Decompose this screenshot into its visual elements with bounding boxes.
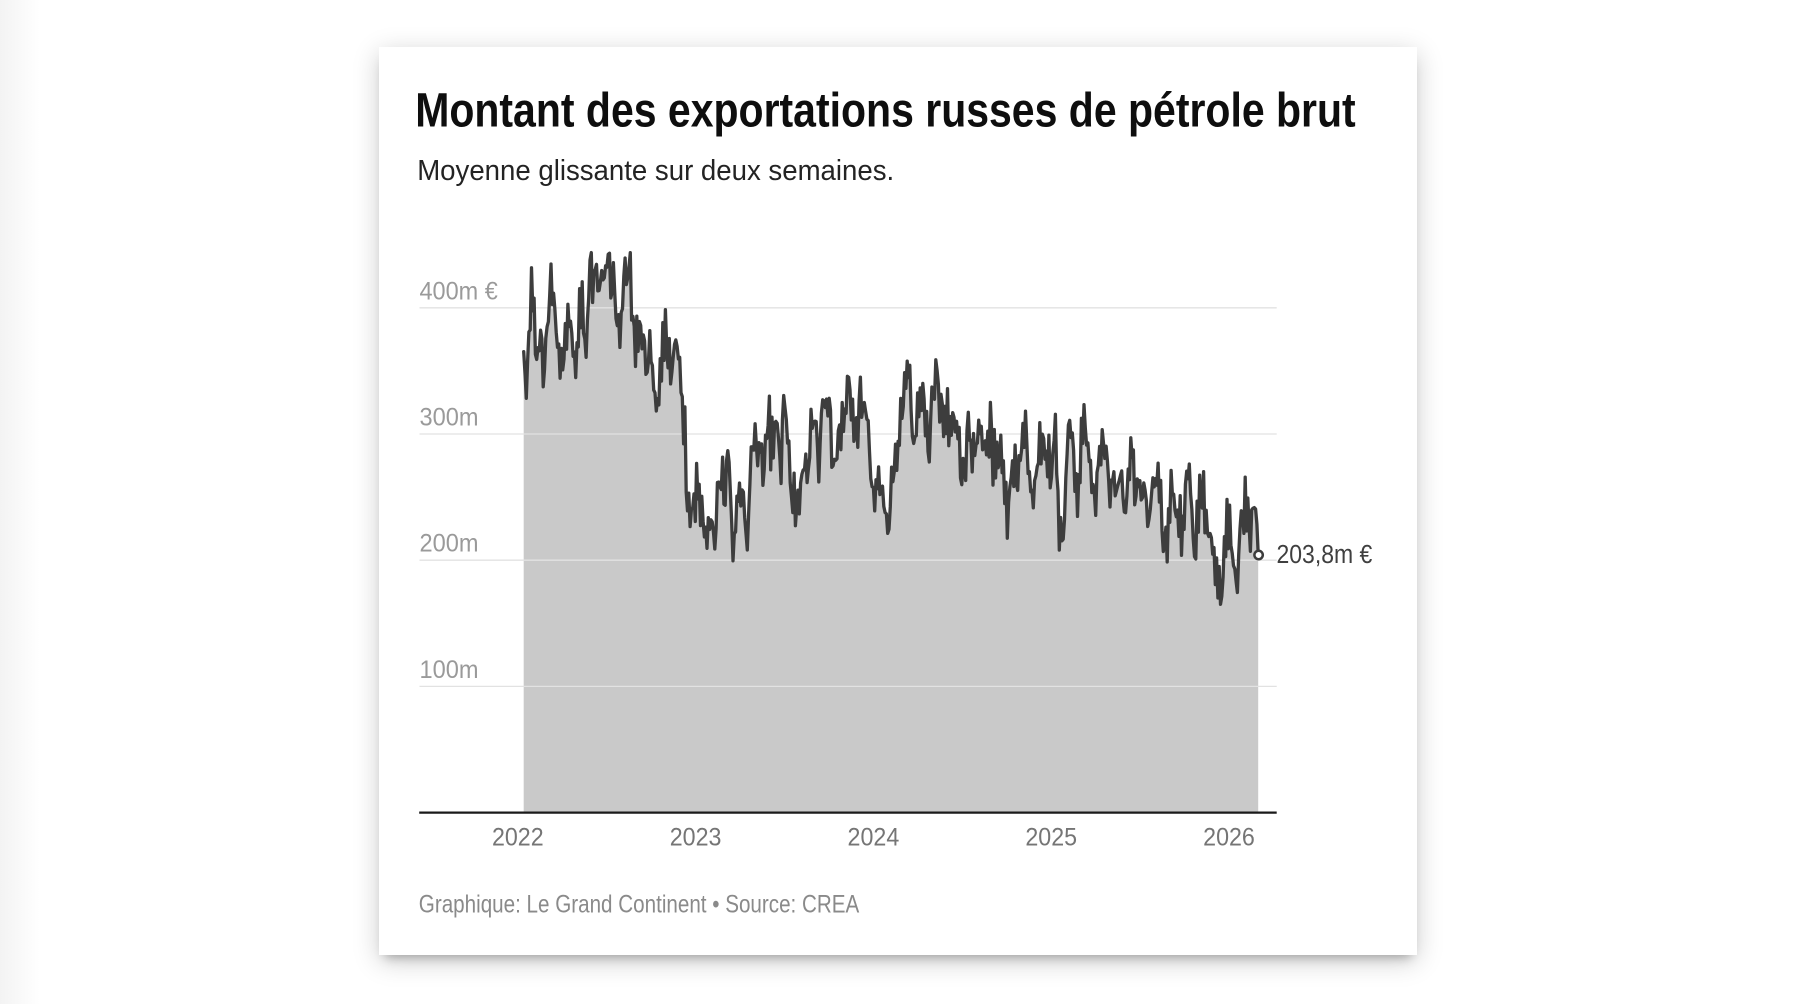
svg-text:2023: 2023 <box>670 824 722 852</box>
svg-text:2025: 2025 <box>1025 824 1077 852</box>
svg-text:2024: 2024 <box>847 824 899 852</box>
svg-text:100m: 100m <box>419 656 478 684</box>
svg-text:2026: 2026 <box>1203 824 1255 852</box>
svg-text:400m €: 400m € <box>419 278 497 306</box>
svg-text:Montant des exportations russe: Montant des exportations russes de pétro… <box>415 85 1356 138</box>
svg-text:Graphique: Le Grand Continent: Graphique: Le Grand Continent • Source: … <box>419 891 860 919</box>
svg-text:Moyenne glissante sur deux sem: Moyenne glissante sur deux semaines. <box>417 156 894 188</box>
svg-text:300m: 300m <box>419 404 478 432</box>
svg-text:203,8m €: 203,8m € <box>1276 541 1372 569</box>
svg-text:2022: 2022 <box>492 824 544 852</box>
svg-text:200m: 200m <box>419 530 478 558</box>
